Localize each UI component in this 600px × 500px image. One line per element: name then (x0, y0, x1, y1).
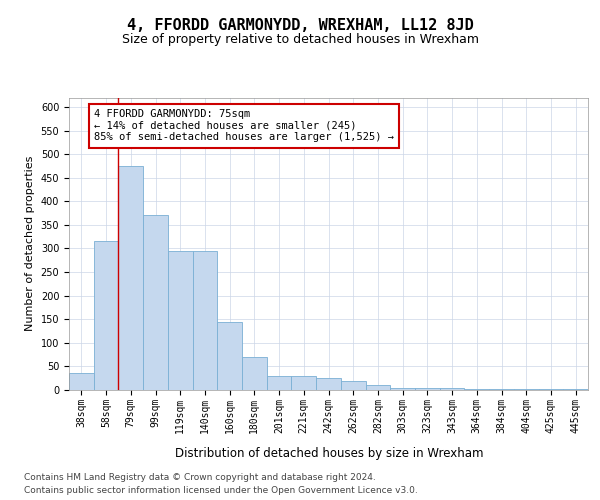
Bar (118, 166, 143, 390)
Bar (143, 216, 168, 390)
Text: Contains public sector information licensed under the Open Government Licence v3: Contains public sector information licen… (24, 486, 418, 495)
Bar (69, 374, 94, 390)
Text: 4, FFORDD GARMONYDD, WREXHAM, LL12 8JD: 4, FFORDD GARMONYDD, WREXHAM, LL12 8JD (127, 18, 473, 32)
Bar (563, 389, 588, 390)
Bar (242, 357, 267, 390)
Bar (341, 380, 365, 390)
Bar (464, 389, 489, 390)
Bar (316, 378, 341, 390)
Text: 4 FFORDD GARMONYDD: 75sqm
← 14% of detached houses are smaller (245)
85% of semi: 4 FFORDD GARMONYDD: 75sqm ← 14% of detac… (94, 110, 394, 142)
Bar (489, 389, 514, 390)
Text: Distribution of detached houses by size in Wrexham: Distribution of detached houses by size … (175, 448, 483, 460)
Bar (365, 386, 390, 390)
Y-axis label: Number of detached properties: Number of detached properties (25, 156, 35, 332)
Bar (539, 389, 563, 390)
Bar (292, 376, 316, 390)
Bar (168, 251, 193, 390)
Text: Contains HM Land Registry data © Crown copyright and database right 2024.: Contains HM Land Registry data © Crown c… (24, 472, 376, 482)
Bar (193, 251, 217, 390)
Bar (390, 388, 415, 390)
Bar (267, 376, 292, 390)
Bar (94, 242, 118, 390)
Bar (440, 388, 464, 390)
Bar (514, 389, 539, 390)
Text: Size of property relative to detached houses in Wrexham: Size of property relative to detached ho… (121, 32, 479, 46)
Bar (415, 388, 440, 390)
Bar (217, 322, 242, 390)
